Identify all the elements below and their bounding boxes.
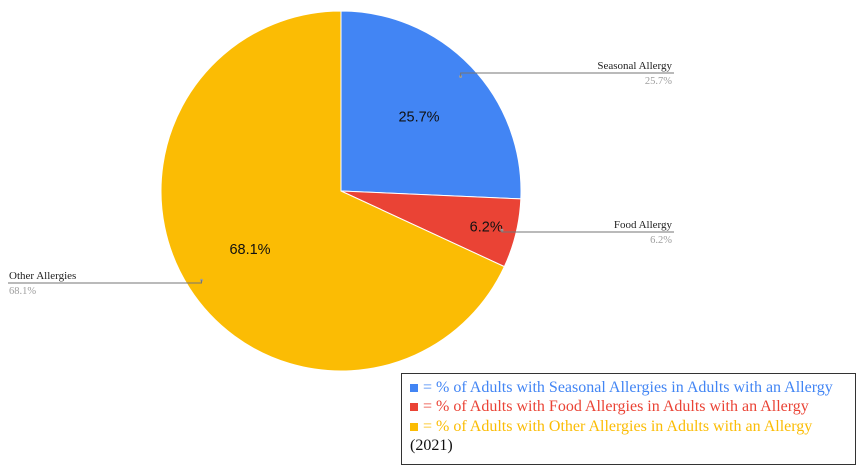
callout-line-food-allergy <box>501 230 674 233</box>
callout-name-other-allergies: Other Allergies <box>9 270 76 282</box>
legend: = % of Adults with Seasonal Allergies in… <box>401 373 856 465</box>
callout-percent-seasonal-allergy: 25.7% <box>645 76 672 87</box>
slice-label-seasonal-allergy: 25.7% <box>398 109 439 125</box>
slice-label-other-allergies: 68.1% <box>229 242 270 258</box>
legend-text-other: = % of Adults with Other Allergies in Ad… <box>423 417 813 435</box>
callout-name-food-allergy: Food Allergy <box>614 219 673 231</box>
legend-swatch-other <box>410 422 418 431</box>
callout-name-seasonal-allergy: Seasonal Allergy <box>597 60 672 72</box>
callout-percent-food-allergy: 6.2% <box>650 235 672 246</box>
pie-slice-seasonal-allergy <box>340 10 522 200</box>
pie-slices <box>160 10 522 372</box>
callout-line-other-allergies <box>8 280 202 284</box>
legend-entry-other: = % of Adults with Other Allergies in Ad… <box>410 417 855 437</box>
legend-entry-food: = % of Adults with Food Allergies in Adu… <box>410 398 855 418</box>
slice-percent-labels: 25.7% 6.2% 68.1% <box>229 109 502 258</box>
slice-callouts: Seasonal Allergy 25.7% Food Allergy 6.2% Oth… <box>8 60 674 297</box>
legend-year-note: (2021) <box>410 436 453 454</box>
callout-percent-other-allergies: 68.1% <box>9 286 36 297</box>
legend-entry-seasonal: = % of Adults with Seasonal Allergies in… <box>410 378 855 398</box>
legend-text-food: = % of Adults with Food Allergies in Adu… <box>423 398 809 416</box>
pie-slice-other-allergies <box>160 10 506 372</box>
legend-text-seasonal: = % of Adults with Seasonal Allergies in… <box>423 378 833 396</box>
slice-label-food-allergy: 6.2% <box>470 219 503 235</box>
legend-swatch-seasonal <box>410 383 418 392</box>
legend-swatch-food <box>410 403 418 412</box>
callout-line-seasonal-allergy <box>460 72 674 77</box>
